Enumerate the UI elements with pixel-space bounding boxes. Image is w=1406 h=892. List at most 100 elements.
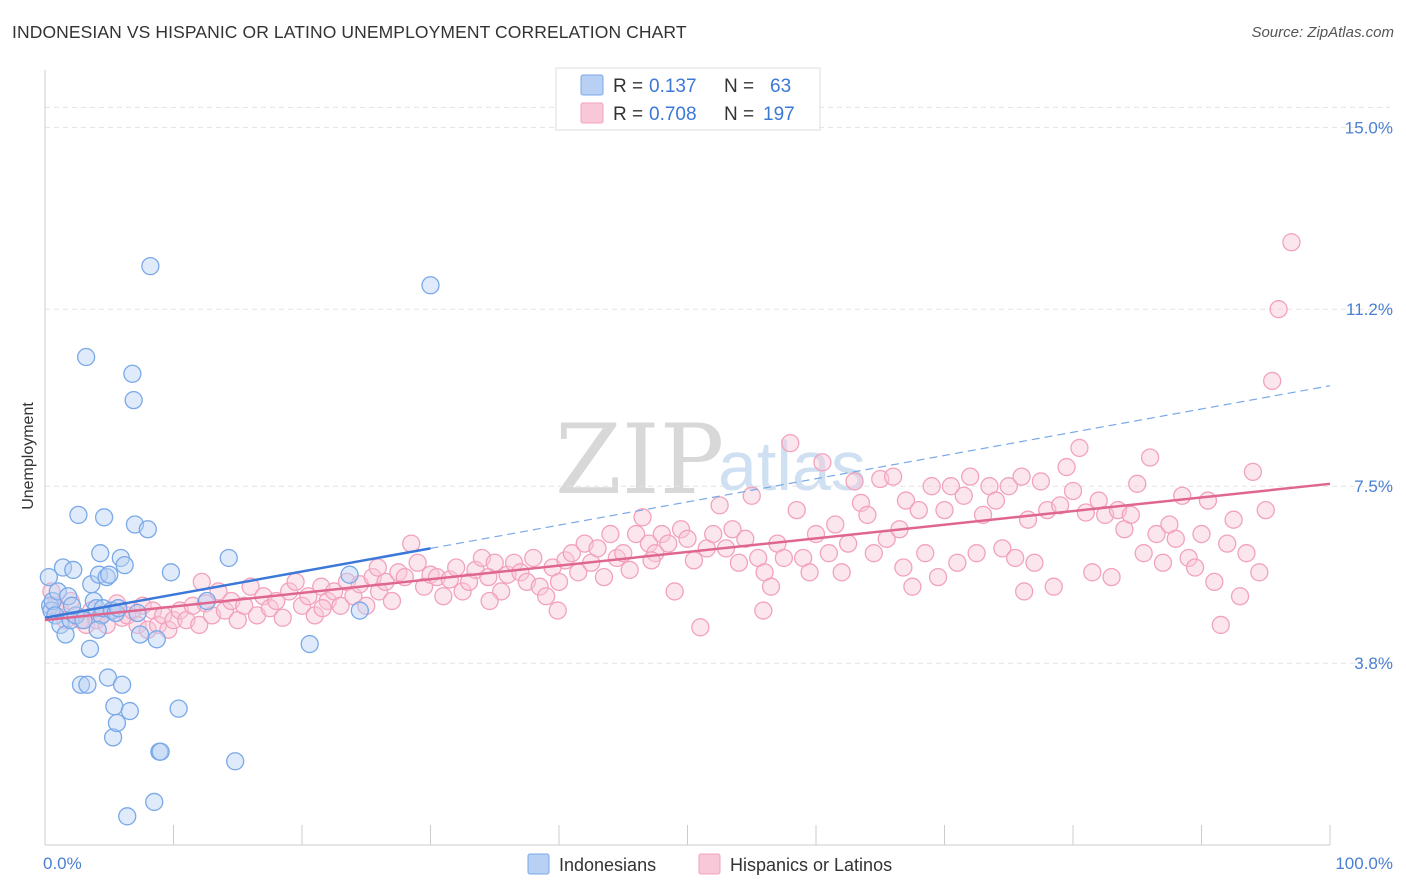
legend-n-label-1: N = (724, 76, 754, 97)
hispanic-point-193 (1250, 563, 1269, 582)
hispanic-point-128 (832, 563, 851, 582)
legend-swatch-hispanics (580, 102, 604, 124)
indonesians-trend-solid (44, 547, 431, 619)
indonesian-point-9 (58, 587, 78, 606)
hispanic-point-176 (1140, 448, 1160, 467)
hispanic-point-192 (1243, 462, 1263, 482)
hispanic-point-139 (903, 577, 922, 596)
indonesian-point-59 (421, 276, 440, 295)
bottom-legend-hispanics: Hispanics or Latinos (730, 855, 892, 875)
indonesian-point-44 (128, 603, 147, 623)
hispanic-point-185 (1198, 491, 1218, 510)
watermark: ZIP atlas (555, 404, 866, 516)
bottom-legend-indonesians: Indonesians (559, 855, 656, 875)
indonesian-point-57 (300, 634, 319, 654)
bottom-legend-swatch-hispanics (698, 853, 721, 875)
hispanic-point-103 (671, 520, 691, 539)
indonesian-point-58 (340, 565, 359, 584)
legend: R = 0.137 N = 63 R = 0.708 N = 197 (555, 67, 821, 131)
indonesian-point-55 (219, 548, 238, 568)
hispanic-point-148 (961, 467, 980, 486)
hispanic-point-123 (800, 563, 819, 582)
hispanic-point-206 (313, 599, 332, 618)
indonesian-point-8 (56, 625, 75, 644)
hispanic-point-162 (1051, 496, 1070, 515)
hispanic-point-113 (736, 529, 755, 548)
hispanic-point-58 (382, 591, 402, 611)
indonesian-point-16 (76, 347, 96, 367)
hispanic-point-156 (1012, 467, 1031, 486)
hispanic-point-117 (761, 577, 781, 596)
indonesian-point-49 (147, 630, 166, 649)
indonesian-point-6 (51, 615, 70, 635)
bottom-legend: Indonesians Hispanics or Latinos (527, 853, 892, 875)
indonesian-point-39 (118, 807, 137, 826)
hispanic-point-158 (1025, 553, 1044, 572)
hispanic-point-161 (1044, 577, 1063, 596)
hispanic-point-183 (1185, 558, 1205, 577)
y-axis-title: Unemployment (20, 402, 37, 510)
indonesian-point-61 (88, 620, 107, 639)
hispanic-point-145 (941, 477, 961, 496)
hispanic-point-191 (1237, 544, 1256, 563)
hispanic-point-56 (369, 582, 389, 601)
hispanic-point-149 (967, 544, 986, 563)
hispanic-point-24 (164, 611, 183, 630)
hispanic-point-92 (601, 524, 620, 544)
indonesian-point-13 (69, 505, 88, 525)
hispanic-point-127 (826, 515, 845, 534)
indonesian-point-29 (100, 565, 119, 584)
hispanic-point-144 (935, 500, 954, 520)
hispanic-point-174 (1128, 474, 1147, 493)
hispanic-point-66 (434, 587, 453, 606)
indonesian-point-23 (91, 544, 110, 563)
hispanic-point-129 (838, 534, 858, 553)
hispanic-point-95 (620, 560, 639, 580)
hispanic-point-198 (1015, 582, 1034, 601)
hispanic-point-109 (710, 496, 729, 515)
x-tick-label-1: 100.0% (1335, 854, 1393, 873)
hispanic-point-157 (1018, 510, 1038, 529)
chart-title: INDONESIAN VS HISPANIC OR LATINO UNEMPLO… (12, 22, 687, 42)
hispanic-point-152 (986, 491, 1006, 510)
hispanic-point-97 (633, 508, 652, 527)
hispanic-point-82 (537, 587, 556, 606)
hispanic-point-39 (260, 599, 280, 618)
hispanic-point-155 (1006, 548, 1025, 568)
indonesian-point-17 (78, 675, 97, 694)
y-tick-label-1: 7.5% (1354, 477, 1393, 496)
grid-lines (45, 106, 1390, 664)
hispanic-point-142 (922, 477, 941, 496)
y-tick-label-3: 15.0% (1345, 118, 1393, 137)
hispanic-point-201 (480, 591, 499, 611)
hispanic-point-140 (909, 500, 928, 520)
hispanic-point-125 (813, 453, 832, 472)
hispanic-point-119 (774, 548, 794, 568)
hispanic-point-91 (594, 567, 614, 587)
hispanic-point-111 (723, 520, 742, 539)
hispanic-point-159 (1031, 472, 1051, 491)
indonesian-point-42 (124, 390, 143, 410)
hispanic-point-190 (1230, 587, 1250, 606)
hispanic-point-96 (626, 524, 646, 544)
hispanic-point-204 (548, 601, 567, 620)
legend-n-value-1: 63 (770, 76, 791, 97)
hispanic-point-133 (864, 544, 883, 563)
hispanic-point-146 (948, 553, 967, 572)
axes (44, 70, 1331, 846)
hispanic-point-200 (754, 601, 773, 620)
hispanic-point-43 (286, 572, 305, 592)
trend-lines (44, 385, 1331, 622)
hispanic-point-106 (691, 618, 710, 637)
indonesian-point-56 (226, 752, 245, 771)
hispanic-point-164 (1063, 481, 1083, 501)
hispanic-point-108 (704, 524, 723, 544)
hispanic-point-100 (652, 524, 671, 544)
hispanic-point-141 (916, 544, 935, 563)
indonesian-point-48 (145, 792, 164, 812)
hispanic-point-147 (954, 486, 973, 505)
hispanic-point-50 (331, 596, 350, 615)
hispanic-point-182 (1179, 548, 1198, 568)
indonesian-point-26 (94, 508, 114, 527)
